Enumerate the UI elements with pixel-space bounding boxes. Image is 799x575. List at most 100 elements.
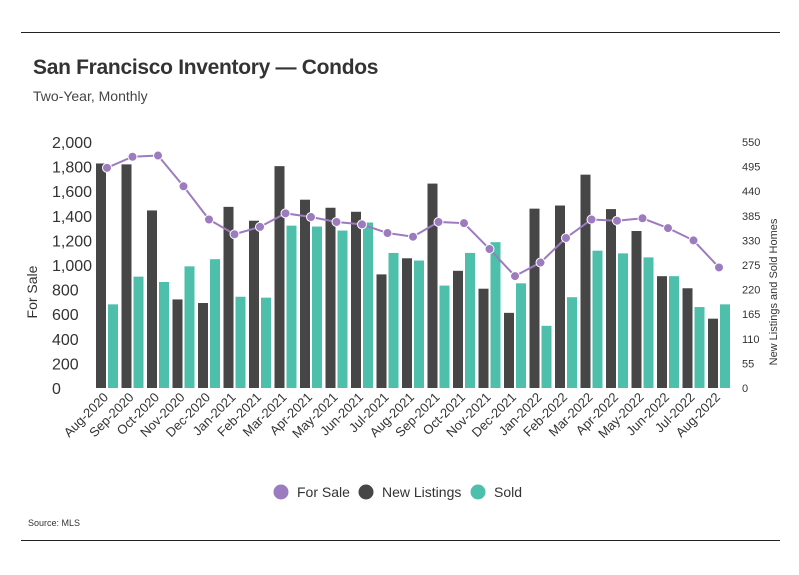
bar-new-listings <box>631 231 642 388</box>
bar-sold <box>108 304 118 388</box>
right-tick-label: 495 <box>742 162 760 174</box>
left-tick-label: 1,800 <box>52 160 92 177</box>
bar-sold <box>516 283 526 388</box>
point-for-sale <box>357 219 367 230</box>
left-tick-label: 1,000 <box>52 258 92 275</box>
bar-sold <box>541 325 552 388</box>
point-for-sale <box>102 162 112 173</box>
point-for-sale <box>433 216 444 227</box>
bar-sold <box>159 281 169 388</box>
point-for-sale <box>688 235 699 246</box>
left-tick-label: 600 <box>52 307 79 324</box>
bar-new-listings <box>376 274 387 388</box>
right-axis-ticks: 0 55 110 165 220 275 330 385 440 495 550 <box>742 137 760 395</box>
bar-new-listings <box>682 288 693 388</box>
bar-sold <box>439 285 450 388</box>
point-for-sale <box>382 228 393 239</box>
bar-new-listings <box>555 205 565 388</box>
bar-sold <box>592 250 603 388</box>
bar-new-listings <box>580 174 591 388</box>
bar-sold <box>720 304 730 388</box>
bar-sold <box>567 297 577 388</box>
bar-sold <box>618 253 628 388</box>
bar-sold <box>414 260 424 388</box>
chart-title: San Francisco Inventory — Condos <box>33 56 379 79</box>
left-tick-label: 800 <box>52 283 79 300</box>
bar-new-listings <box>147 210 157 388</box>
right-tick-label: 550 <box>742 137 760 149</box>
bar-sold <box>133 276 144 388</box>
right-tick-label: 55 <box>742 358 754 370</box>
bar-new-listings <box>300 199 310 388</box>
legend-label: For Sale <box>297 484 350 500</box>
right-tick-label: 330 <box>742 235 760 247</box>
bar-new-listings <box>708 318 718 388</box>
right-tick-label: 110 <box>742 334 760 346</box>
point-for-sale <box>255 221 265 232</box>
point-for-sale <box>127 151 138 162</box>
bar-sold <box>490 242 501 388</box>
point-for-sale <box>663 223 673 234</box>
left-tick-label: 1,200 <box>52 233 92 250</box>
legend-item-sold: Sold <box>470 484 522 500</box>
bars-layer <box>96 163 730 388</box>
legend-label: Sold <box>494 484 522 500</box>
bar-sold <box>235 296 246 388</box>
bar-new-listings <box>453 270 463 388</box>
right-tick-label: 385 <box>742 211 760 223</box>
bar-new-listings <box>529 208 540 388</box>
point-for-sale <box>459 218 469 229</box>
bar-sold <box>465 252 475 388</box>
bar-sold <box>363 222 373 388</box>
left-tick-label: 400 <box>52 332 79 349</box>
bar-sold <box>388 252 399 388</box>
right-tick-label: 165 <box>742 309 760 321</box>
source-note: Source: MLS <box>28 518 81 528</box>
bar-sold <box>643 257 654 388</box>
point-for-sale <box>306 212 316 223</box>
bar-new-listings <box>427 183 438 388</box>
left-tick-label: 2,000 <box>52 135 92 152</box>
point-for-sale <box>153 150 163 161</box>
point-for-sale <box>280 208 291 219</box>
bar-new-listings <box>657 276 667 388</box>
legend: For Sale New Listings Sold <box>273 484 522 500</box>
left-tick-label: 200 <box>52 356 79 373</box>
bar-sold <box>210 259 220 388</box>
bar-sold <box>312 226 322 388</box>
legend-label: New Listings <box>382 484 461 500</box>
bar-sold <box>286 225 297 388</box>
point-for-sale <box>178 181 189 192</box>
point-for-sale <box>586 214 597 225</box>
left-axis-label: For Sale <box>24 265 40 318</box>
point-for-sale <box>331 216 342 227</box>
point-for-sale <box>510 271 520 282</box>
point-for-sale <box>561 232 571 243</box>
bottom-rule <box>21 540 780 541</box>
legend-marker <box>273 484 289 500</box>
left-tick-label: 0 <box>52 381 61 398</box>
bar-new-listings <box>172 299 183 388</box>
bar-new-listings <box>223 206 234 388</box>
top-rule <box>21 32 780 33</box>
x-axis-tick-labels: Aug-2020Sep-2020Oct-2020Nov-2020Dec-2020… <box>61 390 723 441</box>
bar-new-listings <box>96 163 106 388</box>
point-for-sale <box>229 229 240 240</box>
legend-item-new-listings: New Listings <box>358 484 461 500</box>
right-tick-label: 440 <box>742 186 760 198</box>
bar-new-listings <box>121 164 132 388</box>
right-tick-label: 275 <box>742 260 760 272</box>
bar-new-listings <box>504 312 514 388</box>
legend-marker <box>470 484 486 500</box>
left-axis-ticks: 0 200 400 600 800 1,000 1,200 1,400 1,600 1,800 2,… <box>52 135 92 398</box>
point-for-sale <box>637 213 648 224</box>
bar-sold <box>261 297 271 388</box>
point-for-sale <box>204 214 214 225</box>
point-for-sale <box>612 215 622 226</box>
bar-new-listings <box>606 209 616 388</box>
legend-item-for-sale: For Sale <box>273 484 350 500</box>
bar-new-listings <box>325 207 336 388</box>
bar-new-listings <box>478 288 489 388</box>
left-tick-label: 1,600 <box>52 184 92 201</box>
